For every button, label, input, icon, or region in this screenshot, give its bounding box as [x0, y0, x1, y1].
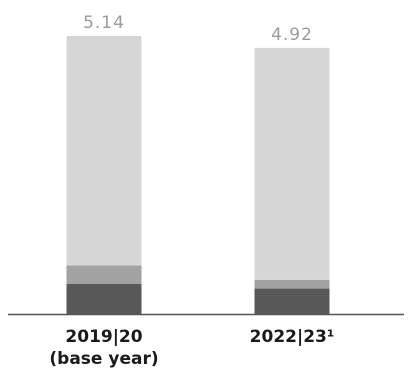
bar-segment-1-3 [66, 36, 142, 266]
bar-segment-1-1 [66, 283, 142, 314]
bar-total-label-1: 5.14 [83, 13, 125, 33]
bar-segment-2-1 [254, 288, 330, 314]
bar-total-label-2: 4.92 [271, 25, 313, 45]
label-group: 5.14 2019|20(base year) 4.92 2022|23¹ [49, 13, 334, 369]
category-label-1-line-2: (base year) [49, 349, 158, 369]
bar-segment-1-2 [66, 265, 142, 284]
bar-group [66, 36, 330, 314]
bar-segment-2-2 [254, 279, 330, 289]
category-label-2: 2022|23¹ [250, 327, 335, 347]
category-label-1-line-1: 2019|20 [65, 327, 142, 347]
bar-segment-2-3 [254, 47, 330, 280]
